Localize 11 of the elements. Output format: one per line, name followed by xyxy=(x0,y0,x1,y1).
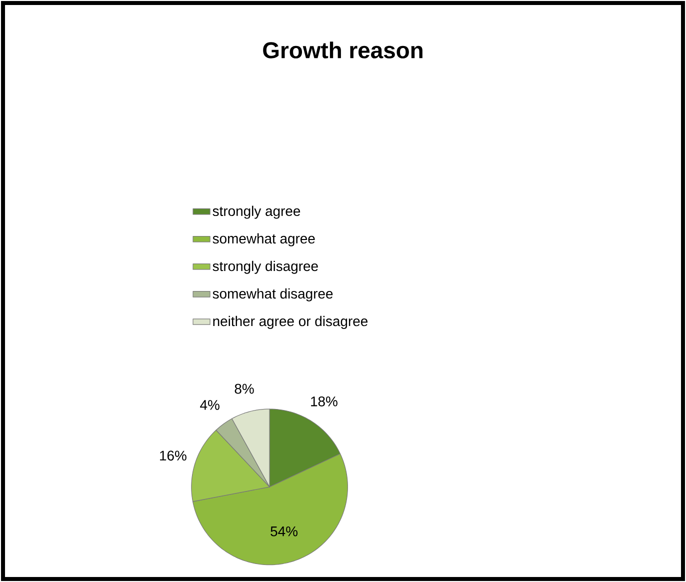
legend-label: neither agree or disagree xyxy=(213,316,368,329)
chart-title: Growth reason xyxy=(263,42,422,58)
data-label: 54% xyxy=(270,526,298,536)
legend-label: somewhat agree xyxy=(212,233,315,246)
legend-label: somewhat disagree xyxy=(212,288,333,302)
data-label: 8% xyxy=(234,384,254,394)
legend-label: strongly agree xyxy=(212,206,300,219)
data-label: 4% xyxy=(200,400,220,410)
data-label: 18% xyxy=(311,396,338,406)
data-label: 16% xyxy=(160,450,186,461)
legend-label: strongly disagree xyxy=(212,260,318,274)
